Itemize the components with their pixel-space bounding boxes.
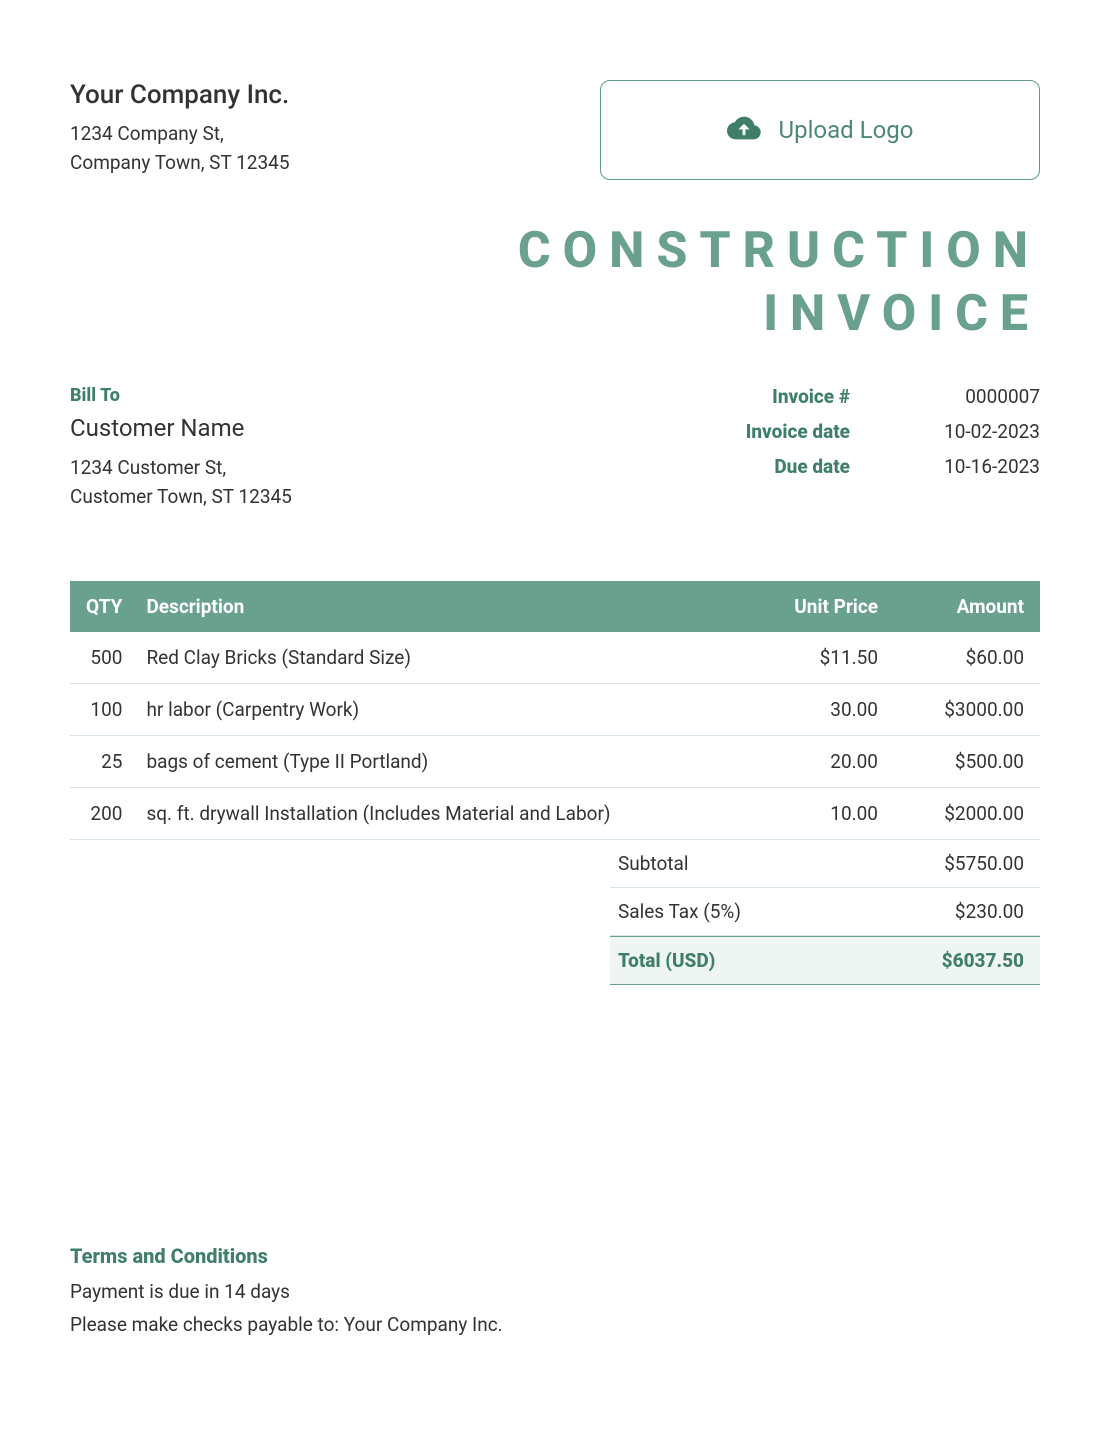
terms-line1: Payment is due in 14 days [70,1280,1040,1303]
cell-amount: $3000.00 [890,684,1040,736]
table-header-row: QTY Description Unit Price Amount [70,581,1040,632]
tax-row: Sales Tax (5%) $230.00 [610,888,1040,936]
cell-description: bags of cement (Type II Portland) [134,736,730,788]
company-block: Your Company Inc. 1234 Company St, Compa… [70,80,600,177]
table-row: 500Red Clay Bricks (Standard Size)$11.50… [70,632,1040,684]
document-title: CONSTRUCTION INVOICE [70,220,1040,345]
grand-total-value: $6037.50 [942,949,1024,972]
col-unit-price: Unit Price [730,581,890,632]
tax-label: Sales Tax (5%) [618,900,741,923]
upload-logo-label: Upload Logo [779,116,914,144]
grand-total-label: Total (USD) [618,949,715,972]
cell-unit-price: 10.00 [730,788,890,840]
cell-description: hr labor (Carpentry Work) [134,684,730,736]
due-date-label: Due date [690,455,850,478]
invoice-date: 10-02-2023 [900,420,1040,443]
cloud-upload-icon [727,111,761,149]
company-address: 1234 Company St, Company Town, ST 12345 [70,120,600,177]
table-row: 200sq. ft. drywall Installation (Include… [70,788,1040,840]
invoice-date-label: Invoice date [690,420,850,443]
cell-unit-price: 20.00 [730,736,890,788]
title-line2: INVOICE [70,283,1040,346]
cell-qty: 100 [70,684,134,736]
invoice-number: 0000007 [900,385,1040,408]
col-qty: QTY [70,581,134,632]
customer-address-line2: Customer Town, ST 12345 [70,483,292,512]
tax-value: $230.00 [955,900,1024,923]
terms-block: Terms and Conditions Payment is due in 1… [70,1244,1040,1346]
title-line1: CONSTRUCTION [70,220,1040,283]
terms-line2: Please make checks payable to: Your Comp… [70,1313,1040,1336]
invoice-number-row: Invoice # 0000007 [690,385,1040,408]
terms-label: Terms and Conditions [70,1244,1040,1268]
table-row: 25bags of cement (Type II Portland)20.00… [70,736,1040,788]
cell-amount: $2000.00 [890,788,1040,840]
customer-address: 1234 Customer St, Customer Town, ST 1234… [70,454,292,511]
cell-qty: 200 [70,788,134,840]
cell-amount: $500.00 [890,736,1040,788]
company-address-line2: Company Town, ST 12345 [70,149,600,178]
meta-row: Bill To Customer Name 1234 Customer St, … [70,385,1040,511]
cell-unit-price: $11.50 [730,632,890,684]
customer-name: Customer Name [70,414,292,442]
cell-description: sq. ft. drywall Installation (Includes M… [134,788,730,840]
grand-total-row: Total (USD) $6037.50 [610,936,1040,985]
company-address-line1: 1234 Company St, [70,120,600,149]
subtotal-value: $5750.00 [944,852,1024,875]
totals-block: Subtotal $5750.00 Sales Tax (5%) $230.00… [70,840,1040,985]
cell-amount: $60.00 [890,632,1040,684]
due-date-row: Due date 10-16-2023 [690,455,1040,478]
subtotal-label: Subtotal [618,852,688,875]
bill-to-label: Bill To [70,385,292,406]
cell-unit-price: 30.00 [730,684,890,736]
company-name: Your Company Inc. [70,80,600,110]
cell-qty: 500 [70,632,134,684]
upload-logo-button[interactable]: Upload Logo [600,80,1040,180]
invoice-date-row: Invoice date 10-02-2023 [690,420,1040,443]
table-row: 100hr labor (Carpentry Work)30.00$3000.0… [70,684,1040,736]
subtotal-row: Subtotal $5750.00 [610,840,1040,888]
line-items-table: QTY Description Unit Price Amount 500Red… [70,581,1040,840]
cell-description: Red Clay Bricks (Standard Size) [134,632,730,684]
invoice-number-label: Invoice # [690,385,850,408]
bill-to-block: Bill To Customer Name 1234 Customer St, … [70,385,292,511]
header-row: Your Company Inc. 1234 Company St, Compa… [70,80,1040,180]
cell-qty: 25 [70,736,134,788]
invoice-meta: Invoice # 0000007 Invoice date 10-02-202… [690,385,1040,511]
col-amount: Amount [890,581,1040,632]
due-date: 10-16-2023 [900,455,1040,478]
customer-address-line1: 1234 Customer St, [70,454,292,483]
col-description: Description [134,581,730,632]
